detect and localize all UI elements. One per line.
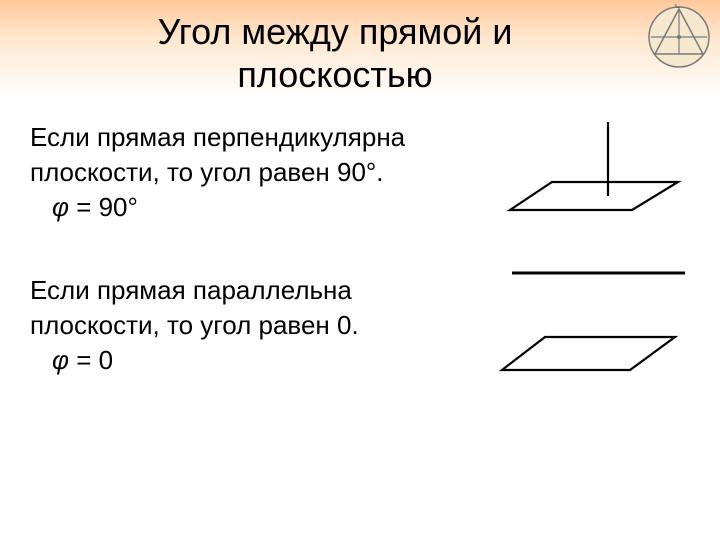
title-line1: Угол между прямой и [158, 11, 513, 52]
para-parallel: Если прямая параллельна плоскости, то уг… [30, 273, 480, 343]
title-line2: плоскостью [237, 54, 432, 95]
formula-par-rest: = 0 [69, 345, 113, 375]
content-area: Если прямая перпендикулярна плоскости, т… [30, 120, 690, 376]
page-title: Угол между прямой и плоскостью [0, 10, 720, 96]
diagram-parallel [490, 265, 700, 385]
para-perpendicular: Если прямая перпендикулярна плоскости, т… [30, 120, 480, 190]
perp-line1: Если прямая перпендикулярна [30, 122, 405, 152]
par-line1: Если прямая параллельна [30, 275, 352, 305]
phi-symbol-2: φ [52, 345, 69, 375]
section-parallel: Если прямая параллельна плоскости, то уг… [30, 273, 690, 376]
perp-line2: плоскости, то угол равен 90°. [30, 157, 384, 187]
phi-symbol: φ [52, 192, 69, 222]
diagram-perpendicular [500, 122, 690, 232]
formula-perp-rest: = 90° [69, 192, 138, 222]
section-perpendicular: Если прямая перпендикулярна плоскости, т… [30, 120, 690, 223]
par-line2: плоскости, то угол равен 0. [30, 310, 359, 340]
